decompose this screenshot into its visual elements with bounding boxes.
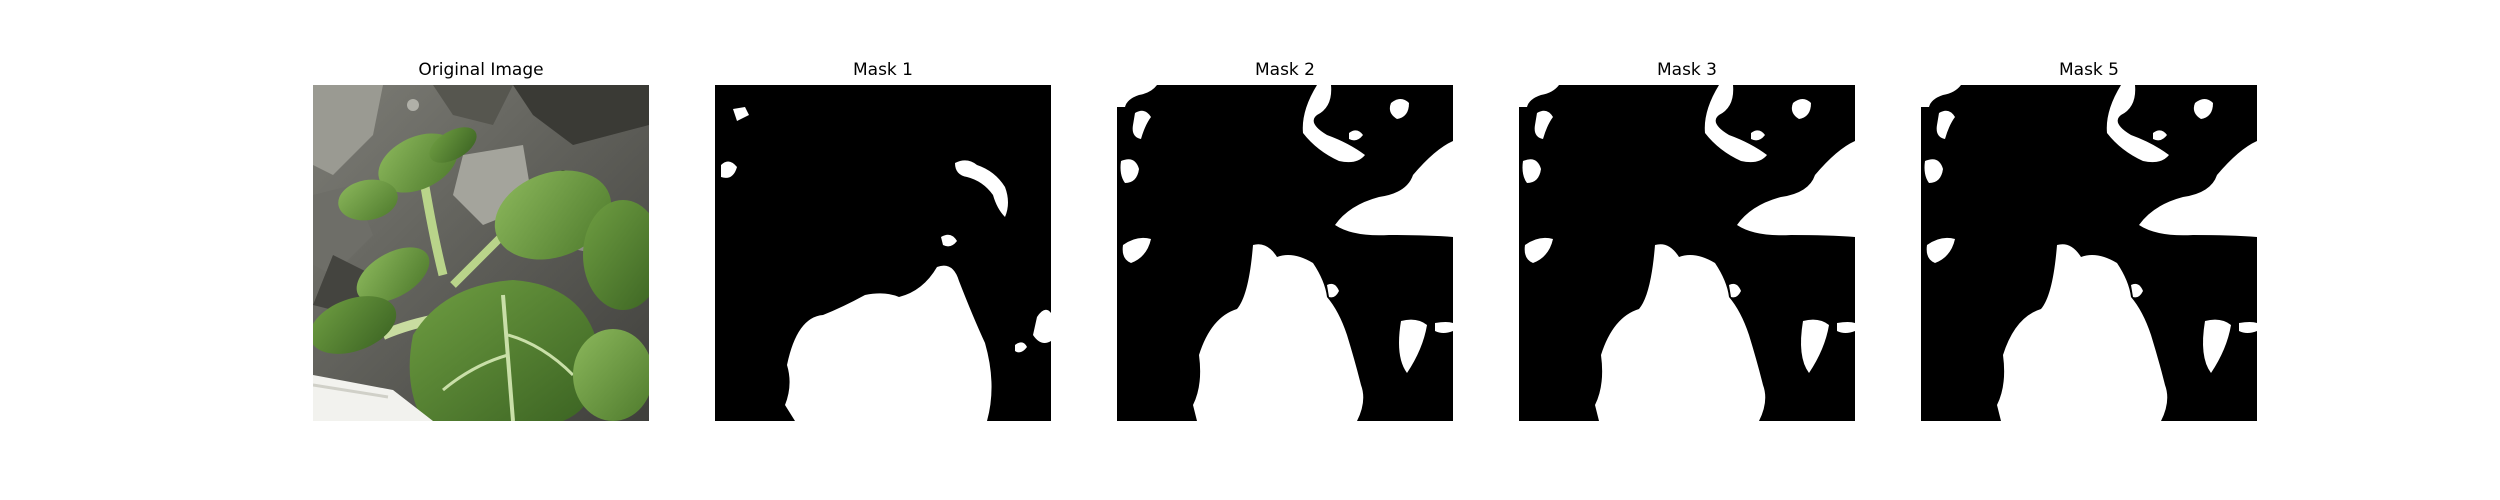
panel-title: Original Image xyxy=(313,60,649,80)
mask-image xyxy=(1117,85,1453,421)
mask-image xyxy=(1519,85,1855,421)
panel-title: Mask 3 xyxy=(1519,60,1855,80)
panel-title: Mask 1 xyxy=(715,60,1051,80)
panel-title: Mask 2 xyxy=(1117,60,1453,80)
mask-image xyxy=(1921,85,2257,421)
panel-original-image: Original Image xyxy=(313,0,649,500)
mask-image xyxy=(715,85,1051,421)
panel-mask-3: Mask 3 xyxy=(1519,0,1855,500)
original-plant-image xyxy=(313,85,649,421)
panel-mask-1: Mask 1 xyxy=(715,0,1051,500)
panel-title: Mask 5 xyxy=(1921,60,2257,80)
panel-mask-5: Mask 5 xyxy=(1921,0,2257,500)
panel-mask-2: Mask 2 xyxy=(1117,0,1453,500)
